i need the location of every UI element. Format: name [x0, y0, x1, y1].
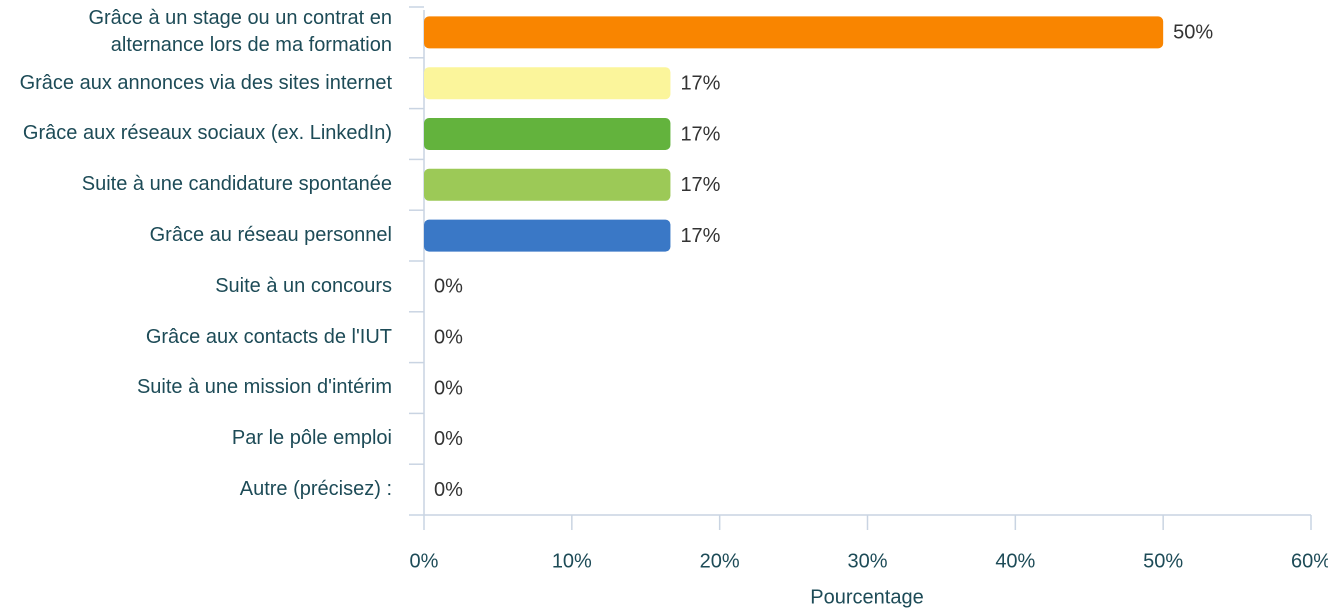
category-label-box: Grâce aux contacts de l'IUT	[0, 312, 392, 363]
value-label: 17%	[680, 123, 720, 145]
x-tick-label: 10%	[552, 550, 592, 572]
category-label-box: Autre (précisez) :	[0, 464, 392, 515]
x-tick-label: 20%	[700, 550, 740, 572]
category-label-box: Suite à une mission d'intérim	[0, 363, 392, 414]
x-tick-label: 30%	[847, 550, 887, 572]
value-label: 0%	[434, 326, 463, 348]
bar	[424, 67, 671, 100]
value-label: 17%	[680, 174, 720, 196]
y-tick-label: Grâce au réseau personnel	[149, 224, 392, 247]
y-tick-label: Grâce à un stage ou un contrat en altern…	[88, 7, 392, 57]
category-label-box: Grâce à un stage ou un contrat en altern…	[0, 7, 392, 58]
bar	[424, 219, 671, 252]
category-label-box: Suite à une candidature spontanée	[0, 159, 392, 210]
bar	[424, 168, 671, 201]
y-tick-label: Grâce aux contacts de l'IUT	[145, 325, 392, 348]
value-label: 0%	[434, 479, 463, 501]
x-axis-title: Pourcentage	[810, 586, 923, 608]
bar	[424, 16, 1164, 49]
value-label: 0%	[434, 377, 463, 399]
category-label-box: Par le pôle emploi	[0, 413, 392, 464]
y-tick-label: Suite à une candidature spontanée	[81, 173, 392, 196]
category-label-box: Grâce au réseau personnel	[0, 210, 392, 261]
y-tick-label: Autre (précisez) :	[239, 478, 392, 501]
y-tick-label: Par le pôle emploi	[231, 427, 392, 450]
x-tick-label: 60%	[1291, 550, 1328, 572]
x-tick-label: 0%	[410, 550, 439, 572]
value-label: 17%	[680, 72, 720, 94]
y-tick-label: Suite à une mission d'intérim	[136, 376, 392, 399]
value-label: 50%	[1173, 22, 1213, 44]
bar	[424, 118, 671, 150]
category-label-box: Grâce aux annonces via des sites interne…	[0, 58, 392, 109]
category-label-box: Suite à un concours	[0, 261, 392, 312]
value-label: 0%	[434, 276, 463, 298]
y-tick-label: Suite à un concours	[215, 274, 392, 297]
y-tick-label: Grâce aux annonces via des sites interne…	[19, 71, 392, 94]
x-tick-label: 40%	[995, 550, 1035, 572]
value-label: 0%	[434, 428, 463, 450]
value-label: 17%	[680, 225, 720, 247]
category-label-box: Grâce aux réseaux sociaux (ex. LinkedIn)	[0, 109, 392, 160]
x-tick-label: 50%	[1143, 550, 1183, 572]
y-tick-label: Grâce aux réseaux sociaux (ex. LinkedIn)	[22, 122, 392, 145]
